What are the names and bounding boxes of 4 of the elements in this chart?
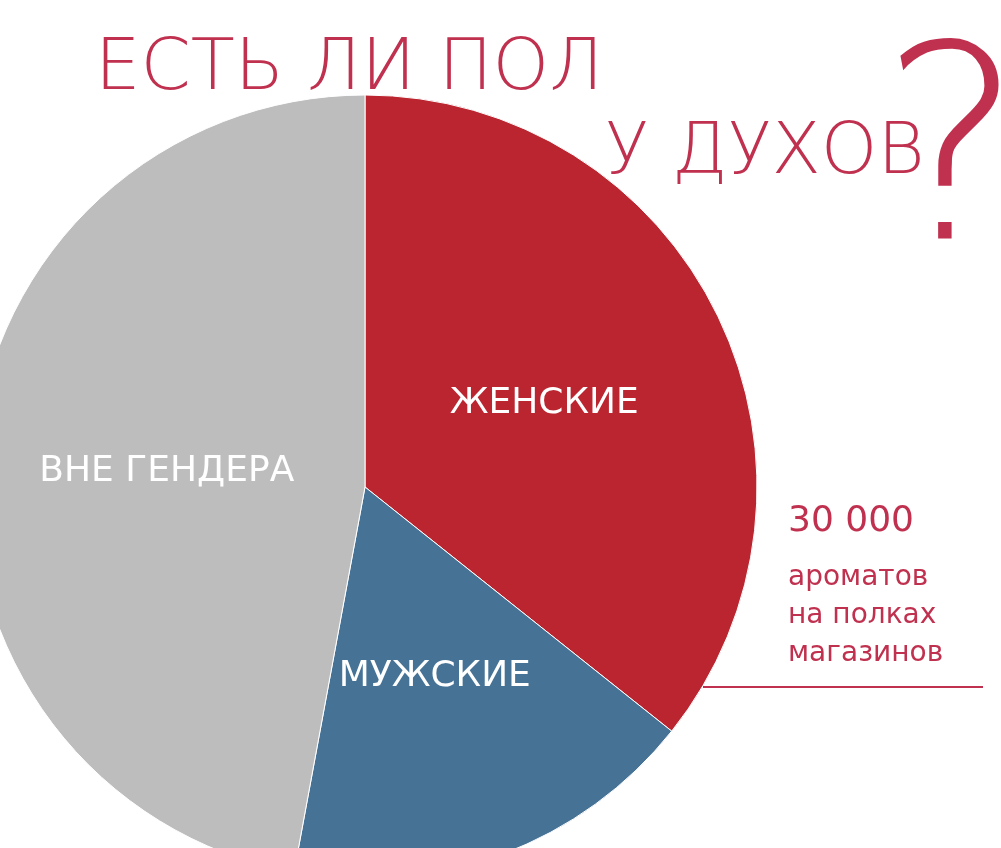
slice-label: ЖЕНСКИЕ	[449, 380, 639, 422]
text: 30 000 ароматов на полках магазинов	[788, 497, 944, 668]
slice-label: МУЖСКИЕ	[338, 652, 531, 694]
slice-label: ВНЕ ГЕНДЕРА	[39, 448, 295, 490]
